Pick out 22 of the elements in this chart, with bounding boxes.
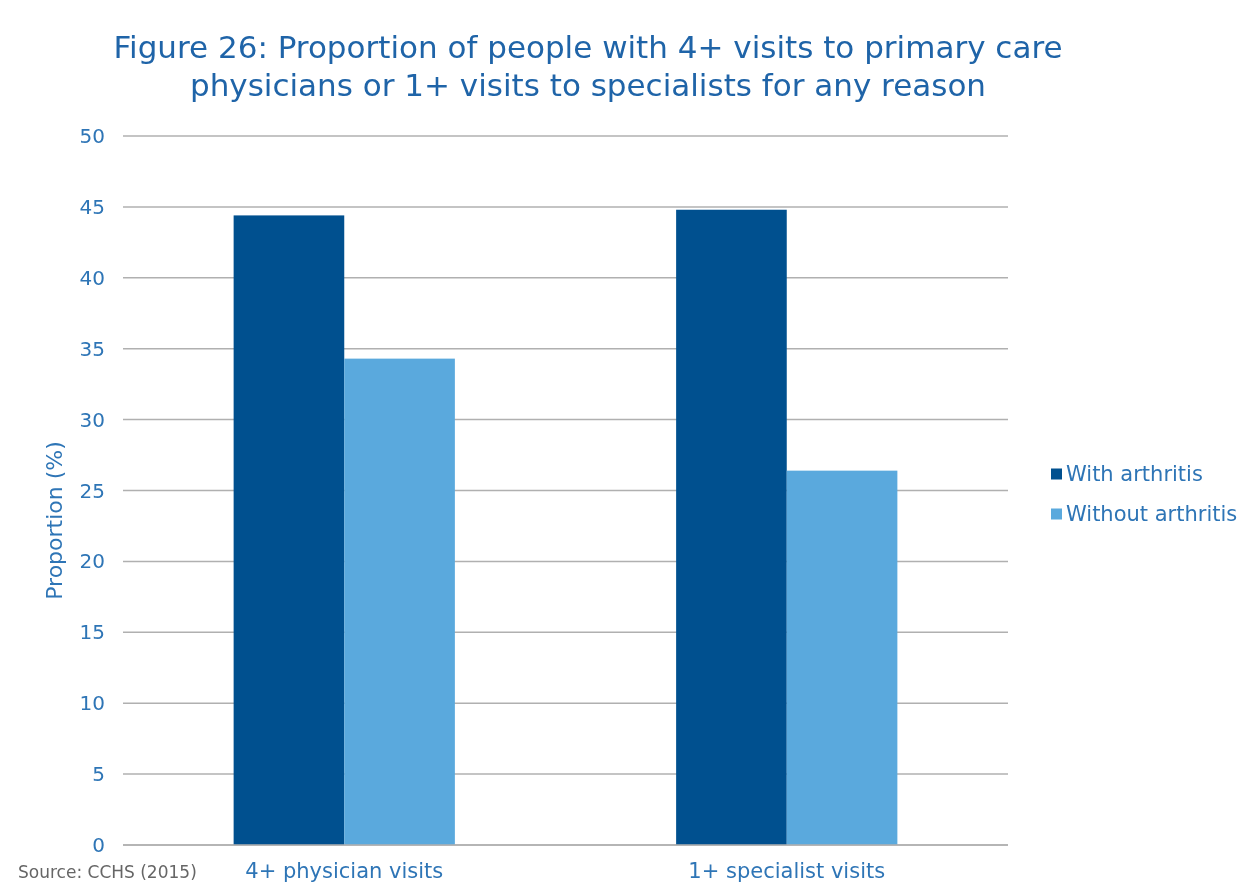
x-tick-label: 1+ specialist visits bbox=[688, 859, 886, 883]
y-tick-label: 20 bbox=[79, 549, 105, 574]
y-tick-label: 50 bbox=[79, 124, 105, 148]
y-axis-title: Proportion (%) bbox=[42, 441, 67, 600]
bar bbox=[786, 470, 898, 845]
y-tick-label: 45 bbox=[79, 194, 105, 219]
legend-label: With arthritis bbox=[1066, 461, 1203, 486]
y-tick-label: 25 bbox=[79, 478, 105, 503]
y-tick-label: 35 bbox=[79, 336, 105, 361]
bar bbox=[344, 358, 455, 845]
y-tick-label: 15 bbox=[79, 620, 105, 645]
chart-title: Figure 26: Proportion of people with 4+ visits to primary care physicians or 1+ visits to specialists for any reason bbox=[113, 29, 1063, 103]
y-tick-label: 0 bbox=[92, 833, 105, 857]
legend-label: Without arthritis bbox=[1066, 501, 1238, 526]
bar bbox=[233, 215, 345, 845]
y-tick-label: 40 bbox=[79, 265, 105, 290]
y-tick-label: 5 bbox=[92, 762, 105, 787]
source-note: Source: CCHS (2015) bbox=[18, 862, 197, 882]
x-tick-label: 4+ physician visits bbox=[245, 859, 444, 883]
y-tick-label: 10 bbox=[79, 691, 105, 716]
bar bbox=[676, 209, 787, 845]
y-tick-label: 30 bbox=[79, 407, 105, 432]
